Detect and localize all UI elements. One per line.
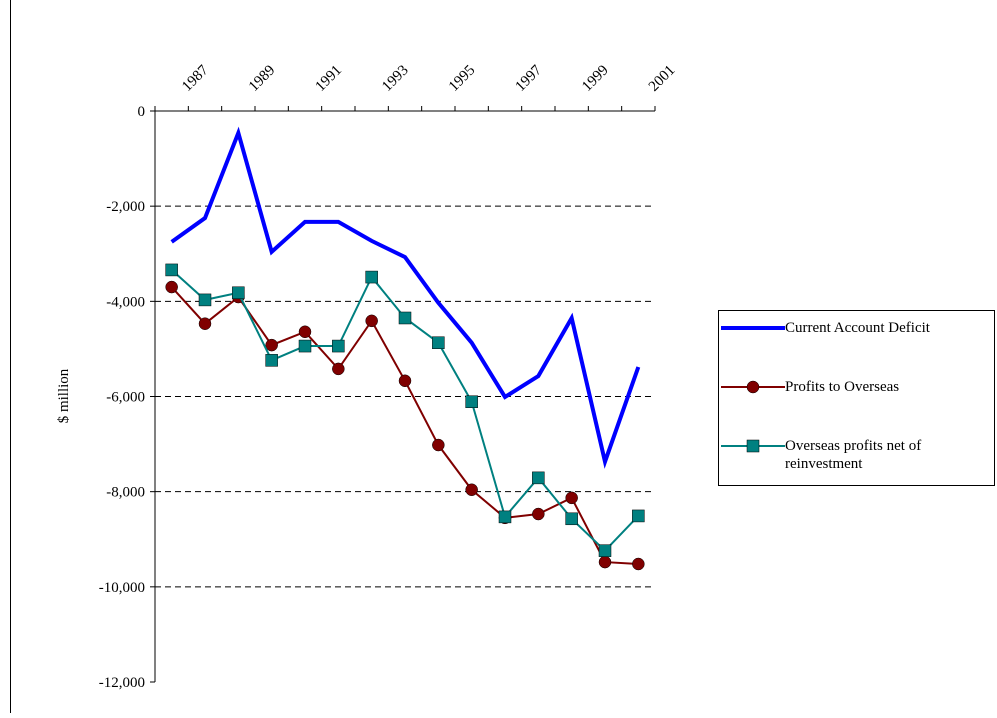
marker [299, 326, 311, 338]
marker [599, 545, 611, 557]
marker [166, 281, 178, 293]
legend-label: Profits to Overseas [785, 378, 990, 396]
x-tick-label: 1995 [446, 62, 479, 95]
marker [332, 363, 344, 375]
marker [232, 287, 244, 299]
marker [532, 508, 544, 520]
marker [632, 510, 644, 522]
marker [299, 340, 311, 352]
y-tick-label: 0 [138, 104, 146, 120]
x-tick-label: 1991 [313, 62, 346, 95]
legend-swatch [719, 315, 785, 345]
marker [199, 294, 211, 306]
legend-label: Overseas profits net of reinvestment [785, 437, 990, 473]
y-tick-label: -12,000 [99, 675, 145, 691]
marker [366, 271, 378, 283]
y-axis-label: $ million [56, 368, 72, 423]
y-tick-label: -10,000 [99, 580, 145, 596]
legend-label: Current Account Deficit [785, 319, 990, 337]
marker [432, 439, 444, 451]
marker [332, 340, 344, 352]
legend-swatch [719, 374, 785, 404]
legend-item: Current Account Deficit [719, 315, 996, 375]
marker [499, 511, 511, 523]
x-tick-label: 1997 [513, 62, 546, 95]
x-tick-label: 1987 [179, 62, 212, 95]
x-tick-label: 1993 [379, 62, 412, 95]
marker [532, 472, 544, 484]
marker [599, 556, 611, 568]
legend-marker [747, 381, 759, 393]
marker [466, 396, 478, 408]
y-tick-label: -2,000 [106, 199, 145, 215]
marker [266, 339, 278, 351]
x-tick-label: 2001 [646, 62, 679, 95]
marker [366, 315, 378, 327]
marker [466, 484, 478, 496]
y-tick-label: -6,000 [106, 390, 145, 406]
y-tick-label: -4,000 [106, 294, 145, 310]
marker [199, 318, 211, 330]
marker [166, 264, 178, 276]
x-tick-label: 1999 [579, 62, 612, 95]
marker [399, 312, 411, 324]
marker [399, 375, 411, 387]
marker [632, 558, 644, 570]
legend-item: Overseas profits net of reinvestment [719, 433, 996, 493]
legend-swatch [719, 433, 785, 463]
legend-marker [747, 440, 759, 452]
marker [566, 513, 578, 525]
legend: Current Account Deficit Profits to Overse… [718, 310, 995, 486]
marker [432, 337, 444, 349]
legend-item: Profits to Overseas [719, 374, 996, 434]
y-tick-label: -8,000 [106, 485, 145, 501]
marker [266, 354, 278, 366]
x-tick-label: 1989 [246, 62, 279, 95]
marker [566, 492, 578, 504]
